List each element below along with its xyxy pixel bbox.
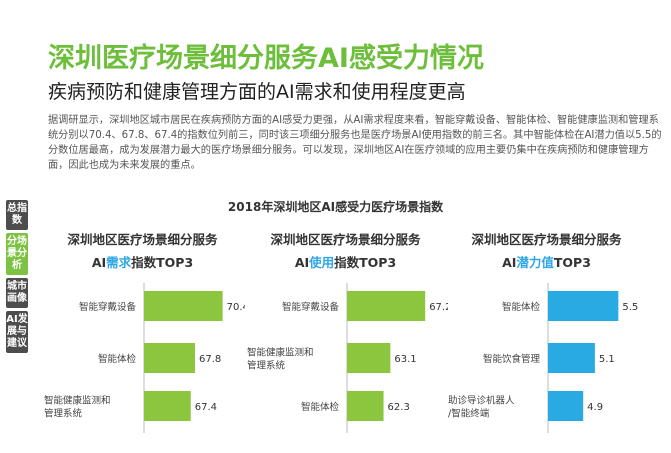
usage-index-chart: 深圳地区医疗场景细分服务 AI使用指数TOP3 67.2 智能穿戴设备 63.1 智能… [243, 228, 448, 453]
chart-title-prefix: AI [91, 255, 107, 270]
chart-title-highlight: 潜力值 [516, 255, 554, 270]
category-label: /智能终端 [448, 408, 490, 420]
category-label: 助诊导诊机器人 [448, 395, 515, 407]
potential-value-chart: 深圳地区医疗场景细分服务 AI潜力值TOP3 5.5 智能体检 5.1 智能饮食管理 4… [444, 228, 649, 453]
bar [144, 391, 191, 421]
category-label: 智能健康监测和 [44, 395, 111, 407]
category-label: 智能体检 [98, 353, 137, 365]
side-tab-scenario-analysis[interactable]: 分场景分析 [6, 233, 28, 275]
category-label: 智能穿戴设备 [282, 301, 340, 313]
category-label: 智能穿戴设备 [79, 301, 137, 313]
body-paragraph: 据调研显示，深圳地区城市居民在疾病预防方面的AI感受力更强，从AI需求程度来看，… [48, 115, 662, 171]
chart-title-line2: AI潜力值TOP3 [444, 251, 649, 274]
value-label: 70.4 [227, 302, 245, 313]
value-label: 63.1 [394, 354, 416, 365]
chart-title-highlight: 使用 [309, 255, 335, 270]
bar [347, 291, 426, 321]
chart-title-suffix: 指数TOP3 [334, 255, 397, 270]
chart-title-line1: 深圳地区医疗场景细分服务 [67, 232, 218, 247]
bar [548, 343, 595, 373]
potential-bars-svg: 5.5 智能体检 5.1 智能饮食管理 4.9 助诊导诊机器人/智能终端 [448, 283, 638, 433]
bar [548, 391, 584, 421]
usage-bars-svg: 67.2 智能穿戴设备 63.1 智能健康监测和管理系统 62.3 智能体检 [247, 283, 448, 433]
value-label: 67.2 [429, 302, 448, 313]
bar [144, 343, 195, 373]
figure-title: 2018年深圳地区AI感受力医疗场景指数 [227, 200, 444, 214]
chart-title-prefix: AI [502, 255, 517, 270]
chart-title-prefix: AI [294, 255, 310, 270]
category-label: 智能体检 [502, 301, 541, 313]
chart-title-line2: AI需求指数TOP3 [40, 251, 245, 274]
side-tab-total-index[interactable]: 总指数 [6, 200, 28, 230]
demand-bars-svg: 70.4 智能穿戴设备 67.8 智能体检 67.4 智能健康监测和管理系统 [44, 283, 245, 433]
page-subtitle: 疾病预防和健康管理方面的AI需求和使用程度更高 [48, 81, 466, 103]
bar [347, 391, 384, 421]
bar [548, 291, 619, 321]
value-label: 67.8 [199, 354, 221, 365]
side-tab-city-profile[interactable]: 城市画像 [6, 278, 28, 308]
value-label: 62.3 [388, 402, 410, 413]
bar [347, 343, 391, 373]
chart-title-line1: 深圳地区医疗场景细分服务 [270, 232, 421, 247]
category-label: 管理系统 [247, 360, 286, 372]
chart-title-suffix: 指数TOP3 [131, 255, 194, 270]
category-label: 管理系统 [44, 408, 83, 420]
side-nav: 总指数 分场景分析 城市画像 AI发展与建议 [6, 200, 28, 356]
chart-title-line1: 深圳地区医疗场景细分服务 [471, 232, 622, 247]
category-label: 智能健康监测和 [247, 347, 314, 359]
category-label: 智能饮食管理 [483, 353, 541, 365]
bar [144, 291, 223, 321]
value-label: 5.1 [599, 354, 615, 365]
side-tab-ai-development[interactable]: AI发展与建议 [6, 311, 28, 353]
value-label: 4.9 [587, 402, 603, 413]
chart-title-line2: AI使用指数TOP3 [243, 251, 448, 274]
value-label: 67.4 [195, 402, 217, 413]
category-label: 智能体检 [301, 401, 340, 413]
demand-index-chart: 深圳地区医疗场景细分服务 AI需求指数TOP3 70.4 智能穿戴设备 67.8 智能… [40, 228, 245, 453]
chart-title-highlight: 需求 [106, 255, 132, 270]
page-title: 深圳医疗场景细分服务AI感受力情况 [48, 43, 484, 74]
value-label: 5.5 [622, 302, 638, 313]
chart-title-suffix: TOP3 [553, 255, 591, 270]
